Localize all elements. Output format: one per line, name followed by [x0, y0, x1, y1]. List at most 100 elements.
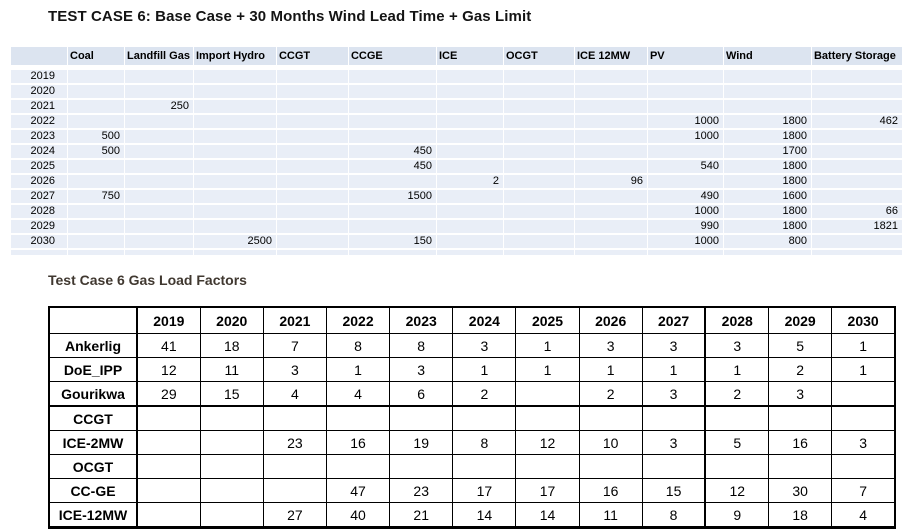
capacity-cell [125, 205, 193, 218]
gas-load-cell: 7 [262, 333, 327, 358]
year-label: 2028 [11, 205, 67, 218]
capacity-cell [436, 70, 503, 83]
gas-load-cell: 17 [452, 478, 517, 503]
gas-load-cell [199, 430, 264, 455]
capacity-cell [11, 250, 67, 255]
capacity-cell [574, 235, 647, 248]
gas-load-cell: 1 [831, 357, 896, 382]
capacity-column-header: Wind [723, 47, 811, 68]
capacity-cell [193, 160, 276, 173]
gas-load-factors-table: 2019 2020 2021 2022 2023 2024 2025 2026 2027 2028… [48, 306, 896, 529]
capacity-cell [193, 145, 276, 158]
gas-load-cell [704, 454, 770, 479]
year-label: 2023 [11, 130, 67, 143]
capacity-cell [811, 250, 902, 255]
year-label: 2019 [11, 70, 67, 83]
capacity-cell [723, 70, 811, 83]
gas-load-cell: 47 [325, 478, 391, 503]
gas-load-year-header: 2020 [199, 306, 264, 334]
year-label: 2026 [11, 175, 67, 188]
capacity-cell [276, 235, 348, 248]
plant-label: ICE-2MW [48, 430, 138, 455]
capacity-cell: 1600 [723, 190, 811, 203]
capacity-cell [276, 130, 348, 143]
year-label: 2020 [11, 85, 67, 98]
gas-load-factors-title: Test Case 6 Gas Load Factors [48, 272, 247, 288]
gas-load-cell: 23 [389, 478, 454, 503]
capacity-cell [276, 70, 348, 83]
gas-load-cell: 1 [641, 357, 706, 382]
capacity-cell [436, 160, 503, 173]
capacity-cell [574, 85, 647, 98]
capacity-cell [125, 250, 193, 255]
capacity-cell [276, 145, 348, 158]
gas-load-cell: 17 [515, 478, 580, 503]
capacity-cell [811, 70, 902, 83]
capacity-cell [723, 85, 811, 98]
capacity-column-header: CCGE [348, 47, 436, 68]
capacity-cell: 1000 [647, 115, 723, 128]
gas-load-cell [199, 478, 264, 503]
capacity-cell [503, 250, 574, 255]
capacity-row-2026: 2026 2 96 1800 [11, 175, 902, 188]
gas-load-year-header: 2019 [135, 306, 201, 334]
capacity-cell: 800 [723, 235, 811, 248]
capacity-cell: 150 [348, 235, 436, 248]
capacity-cell [647, 85, 723, 98]
capacity-cell [125, 175, 193, 188]
capacity-cell [125, 235, 193, 248]
gas-load-table-container: 2019 2020 2021 2022 2023 2024 2025 2026 2027 2028… [48, 306, 896, 529]
gas-load-cell [768, 405, 833, 431]
capacity-cell [811, 100, 902, 113]
capacity-cell: 500 [68, 145, 124, 158]
capacity-cell [68, 235, 124, 248]
capacity-cell [574, 220, 647, 233]
gas-load-cell: 3 [578, 333, 643, 358]
gas-load-cell [452, 405, 517, 431]
capacity-cell [193, 130, 276, 143]
capacity-cell [436, 130, 503, 143]
plant-label: Ankerlig [48, 333, 138, 358]
capacity-cell [811, 160, 902, 173]
gas-load-cell: 16 [325, 430, 391, 455]
capacity-cell [348, 100, 436, 113]
capacity-cell [193, 100, 276, 113]
capacity-column-header: OCGT [503, 47, 574, 68]
capacity-cell: 2 [436, 175, 503, 188]
plant-label: DoE_IPP [48, 357, 138, 382]
gas-load-cell [515, 405, 580, 431]
capacity-cell [348, 250, 436, 255]
capacity-cell [348, 175, 436, 188]
capacity-cell [436, 100, 503, 113]
gas-load-year-header: 2029 [768, 306, 833, 334]
capacity-cell [503, 130, 574, 143]
gas-load-year-header: 2030 [831, 306, 896, 334]
gas-load-year-header: 2022 [325, 306, 391, 334]
capacity-cell [574, 130, 647, 143]
gas-load-cell [452, 454, 517, 479]
capacity-cell: 1800 [723, 115, 811, 128]
capacity-cell [348, 70, 436, 83]
gas-load-cell: 7 [831, 478, 896, 503]
capacity-cell [68, 85, 124, 98]
gas-load-cell [831, 405, 896, 431]
gas-load-cell [389, 405, 454, 431]
capacity-cell: 990 [647, 220, 723, 233]
gas-load-cell: 11 [199, 357, 264, 382]
gas-load-cell [641, 454, 706, 479]
gas-load-cell [325, 454, 391, 479]
capacity-cell: 500 [68, 130, 124, 143]
gas-load-cell: 5 [768, 333, 833, 358]
capacity-cell [436, 250, 503, 255]
capacity-cell [574, 205, 647, 218]
capacity-cell [503, 160, 574, 173]
gas-load-header-row: 2019 2020 2021 2022 2023 2024 2025 2026 2027 2028… [48, 306, 896, 334]
capacity-cell: 450 [348, 160, 436, 173]
capacity-cell: 250 [125, 100, 193, 113]
capacity-cell [503, 190, 574, 203]
capacity-cell [647, 100, 723, 113]
gas-load-cell: 3 [641, 381, 706, 407]
capacity-cell [68, 100, 124, 113]
capacity-cell [647, 70, 723, 83]
capacity-cell [436, 220, 503, 233]
